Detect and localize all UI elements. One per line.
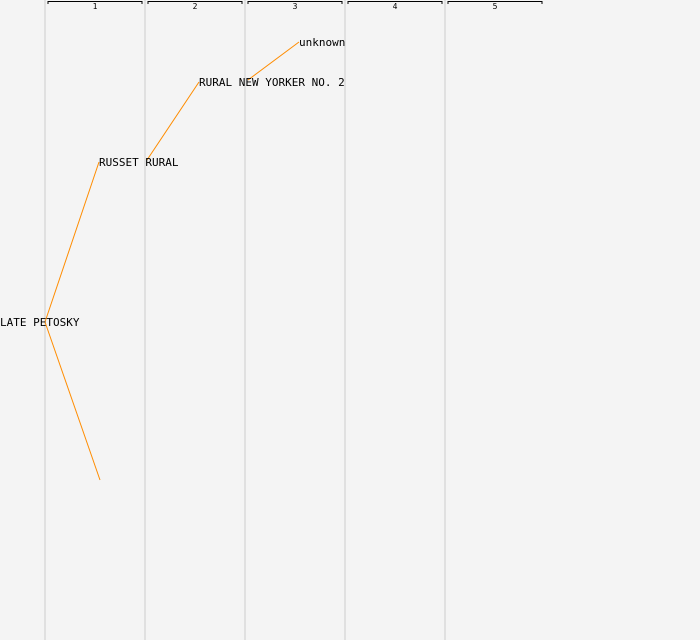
node-label-n3[interactable]: unknown bbox=[299, 36, 345, 49]
generation-bracket bbox=[47, 1, 143, 4]
generation-number: 1 bbox=[93, 2, 98, 11]
node-label-n1[interactable]: RUSSET RURAL bbox=[99, 156, 179, 169]
generation-bracket bbox=[347, 1, 443, 4]
pedigree-edges bbox=[44, 41, 300, 481]
generation-columns bbox=[44, 0, 446, 640]
generation-bracket bbox=[247, 1, 343, 4]
generation-number: 3 bbox=[293, 2, 298, 11]
generation-number: 2 bbox=[193, 2, 198, 11]
pedigree-nodes: LATE PETOSKY RUSSET RURAL RURAL NEW YORKER… bbox=[0, 36, 345, 329]
generation-number: 4 bbox=[393, 2, 398, 11]
generation-header: 1 2 3 4 5 bbox=[47, 1, 543, 11]
generation-bracket bbox=[147, 1, 243, 4]
pedigree-edge bbox=[247, 41, 300, 81]
node-label-n0[interactable]: LATE PETOSKY bbox=[0, 316, 80, 329]
pedigree-edge bbox=[44, 321, 101, 481]
pedigree-edge bbox=[146, 81, 200, 161]
generation-bracket bbox=[447, 1, 543, 4]
generation-number: 5 bbox=[493, 2, 498, 11]
node-label-n2[interactable]: RURAL NEW YORKER NO. 2 bbox=[199, 76, 345, 89]
pedigree-edge bbox=[44, 161, 100, 323]
